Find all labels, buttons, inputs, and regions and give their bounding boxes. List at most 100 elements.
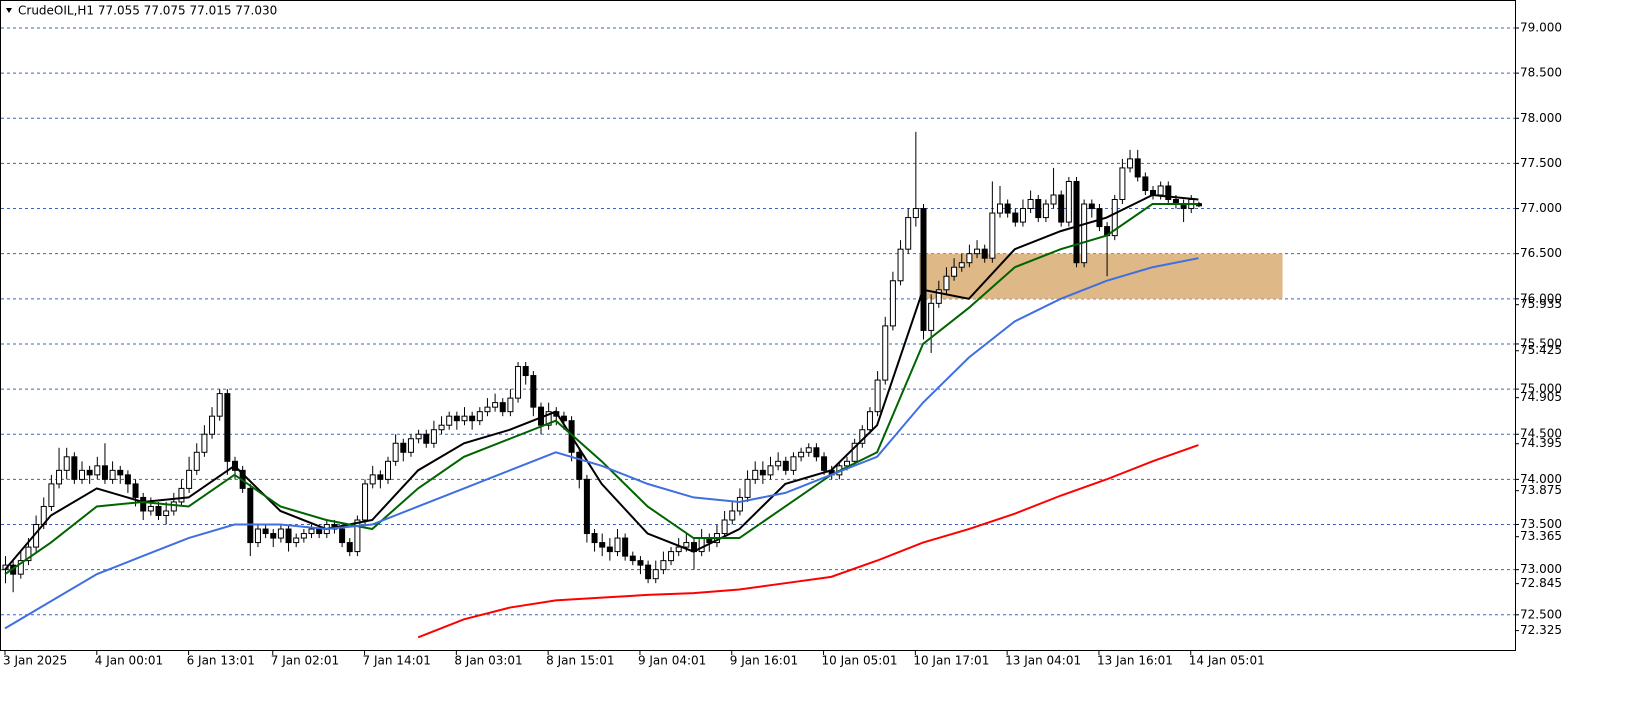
y-tick-label: 73.875 (1520, 483, 1562, 497)
candle-body (790, 456, 797, 471)
candle-body (1042, 203, 1049, 219)
candle-body (124, 474, 131, 485)
moving-average (4, 257, 1199, 630)
candle-body (377, 474, 384, 480)
candle-body (277, 528, 284, 539)
y-tick-label: 76.500 (1520, 246, 1562, 260)
candle-body (989, 212, 996, 259)
y-tick-label: 76.000 (1520, 291, 1562, 305)
candle-body (966, 253, 973, 264)
candle-body (446, 415, 453, 426)
x-tick-label: 4 Jan 00:01 (95, 654, 163, 668)
candle-body (339, 528, 346, 544)
candle-body (507, 397, 514, 413)
candle-body (247, 487, 254, 544)
candle-body (698, 537, 705, 553)
candle-body (844, 460, 850, 467)
y-tick-label: 78.000 (1520, 111, 1562, 125)
x-tick-label: 10 Jan 05:01 (822, 654, 898, 668)
candle-body (851, 442, 858, 462)
candle-body (889, 280, 896, 327)
candle-body (935, 289, 942, 304)
candle-body (1111, 199, 1118, 237)
y-tick-label: 72.325 (1520, 623, 1562, 637)
chart-title: CrudeOIL,H1 77.055 77.075 77.015 77.030 (18, 4, 277, 18)
candle-body (262, 528, 269, 535)
candle-body (224, 393, 231, 462)
candle-body (400, 442, 407, 453)
candle-body (583, 478, 590, 535)
candle-body (729, 510, 736, 521)
candle-body (920, 208, 927, 331)
candle-body (140, 496, 147, 512)
candle-body (147, 505, 154, 512)
candle-body (668, 551, 675, 562)
candle-body (928, 302, 935, 331)
candle-body (775, 460, 782, 467)
x-tick-label: 6 Jan 13:01 (187, 654, 255, 668)
candle-body (346, 542, 353, 553)
x-tick-label: 9 Jan 04:01 (638, 654, 706, 668)
y-tick-label: 75.935 (1520, 297, 1562, 311)
candle-body (882, 325, 889, 381)
candle-body (576, 451, 583, 480)
x-tick-label: 13 Jan 04:01 (1005, 654, 1081, 668)
candle-body (1134, 158, 1141, 178)
candle-body (79, 469, 85, 480)
candle-body (385, 460, 391, 480)
y-tick-label: 73.365 (1520, 529, 1562, 543)
y-tick-label: 73.000 (1520, 562, 1562, 576)
candle-body (117, 469, 124, 476)
candle-body (683, 542, 690, 548)
candle-body (943, 275, 950, 291)
candle-body (813, 447, 820, 458)
candle-body (798, 451, 805, 458)
candle-body (522, 366, 529, 377)
candle-body (736, 496, 743, 512)
y-tick-label: 77.000 (1520, 201, 1562, 215)
x-tick-label: 7 Jan 02:01 (271, 654, 339, 668)
candle-body (484, 406, 491, 413)
candle-body (308, 528, 315, 535)
candle-body (216, 393, 223, 417)
candle-body (530, 375, 537, 408)
moving-average (417, 444, 1199, 639)
candle-body (1081, 203, 1088, 264)
x-tick-label: 7 Jan 14:01 (363, 654, 431, 668)
candle-body (821, 456, 828, 471)
candle-body (515, 366, 522, 399)
candle-body (86, 469, 93, 476)
candle-body (660, 560, 667, 571)
candle-body (606, 546, 613, 553)
candle-body (407, 438, 414, 453)
candle-body (974, 248, 981, 255)
y-tick-label: 78.500 (1520, 66, 1562, 80)
candle-body (25, 546, 32, 562)
menu-arrow[interactable] (6, 8, 12, 13)
candle-body (805, 447, 812, 453)
candle-body (132, 483, 139, 498)
candle-body (997, 203, 1003, 214)
candle-body (186, 469, 193, 489)
candle-body (629, 555, 636, 562)
candle-body (897, 248, 904, 282)
candle-body (782, 460, 789, 471)
candle-body (300, 533, 307, 539)
candle-body (905, 217, 912, 250)
candle-body (1088, 203, 1095, 210)
candle-body (752, 469, 759, 480)
candle-body (469, 415, 476, 422)
candle-body (1027, 199, 1034, 210)
y-tick-label: 74.395 (1520, 436, 1562, 450)
candle-body (1058, 194, 1065, 223)
y-tick-label: 73.500 (1520, 517, 1562, 531)
candle-body (1142, 176, 1149, 191)
candle-body (958, 262, 965, 268)
candle-body (874, 379, 881, 413)
candle-body (270, 533, 277, 539)
candle-body (1073, 180, 1080, 264)
y-tick-label: 74.500 (1520, 427, 1562, 441)
y-tick-label: 74.000 (1520, 472, 1562, 486)
y-tick-label: 74.905 (1520, 390, 1562, 404)
candle-body (614, 537, 621, 553)
